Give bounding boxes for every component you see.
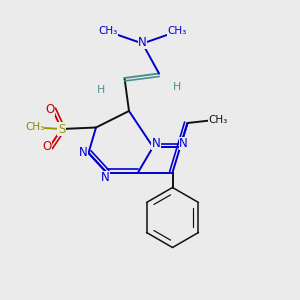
Text: S: S [58, 122, 65, 136]
Text: CH₃: CH₃ [98, 26, 118, 37]
Text: N: N [179, 137, 188, 150]
Text: O: O [43, 140, 52, 154]
Text: CH₃: CH₃ [167, 26, 187, 37]
Text: CH₃: CH₃ [25, 122, 44, 133]
Text: N: N [138, 35, 147, 49]
Text: CH₃: CH₃ [208, 115, 228, 125]
Text: H: H [96, 85, 105, 95]
Text: N: N [100, 171, 109, 184]
Text: H: H [173, 82, 181, 92]
Text: O: O [46, 103, 55, 116]
Text: N: N [79, 146, 88, 160]
Text: N: N [152, 137, 160, 150]
